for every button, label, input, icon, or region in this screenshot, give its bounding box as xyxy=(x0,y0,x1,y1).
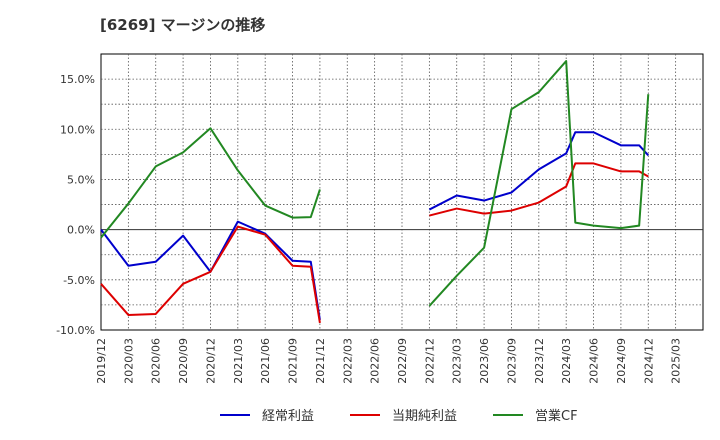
x-tick-label: 2022/12 xyxy=(423,338,436,384)
series-line-2-segment-2 xyxy=(429,162,649,217)
y-axis-ticks: 15.0% 10.0% 5.0% 0.0% -5.0% -10.0% xyxy=(56,73,95,337)
x-axis-ticks: 2019/12 2020/03 2020/06 2020/09 2020/12 2021/… xyxy=(95,338,683,384)
series-line-3-segment-1 xyxy=(100,127,321,239)
series-line-1-segment-1 xyxy=(100,220,321,321)
x-tick-label: 2023/12 xyxy=(533,338,546,384)
chart-title: [6269] マージンの推移 xyxy=(100,16,265,34)
y-tick-label: 10.0% xyxy=(60,123,95,136)
series-line-1-segment-2 xyxy=(428,131,650,211)
x-tick-label: 2021/06 xyxy=(259,338,272,384)
x-tick-label: 2022/06 xyxy=(369,338,382,384)
x-tick-label: 2021/03 xyxy=(232,338,245,384)
legend-label-1: 経常利益 xyxy=(262,409,314,424)
x-tick-label: 2024/03 xyxy=(560,338,573,384)
series-line-3-segment-2 xyxy=(428,60,650,307)
y-tick-label: 15.0% xyxy=(60,73,95,86)
series-layer xyxy=(100,60,650,324)
x-tick-label: 2020/12 xyxy=(204,338,217,384)
x-tick-label: 2022/09 xyxy=(396,338,409,384)
x-tick-label: 2024/06 xyxy=(588,338,601,384)
x-tick-label: 2023/03 xyxy=(451,338,464,384)
x-tick-label: 2025/03 xyxy=(670,338,683,384)
legend-label-2: 当期純利益 xyxy=(392,409,457,424)
legend: 経常利益 当期純利益 営業CF xyxy=(220,408,578,424)
x-tick-label: 2023/09 xyxy=(505,338,518,384)
series-line-2-segment-1 xyxy=(100,225,321,324)
y-tick-label: 5.0% xyxy=(67,173,95,186)
y-tick-label: -5.0% xyxy=(63,274,95,287)
x-tick-label: 2019/12 xyxy=(95,338,108,384)
x-tick-label: 2024/09 xyxy=(615,338,628,384)
x-tick-label: 2023/06 xyxy=(478,338,491,384)
y-tick-label: -10.0% xyxy=(56,324,95,337)
y-tick-label: 0.0% xyxy=(67,224,95,237)
legend-label-3: 営業CF xyxy=(535,408,578,424)
x-tick-label: 2021/09 xyxy=(287,338,300,384)
x-tick-label: 2022/03 xyxy=(341,338,354,384)
x-tick-label: 2020/09 xyxy=(177,338,190,384)
x-tick-label: 2020/03 xyxy=(122,338,135,384)
x-tick-label: 2024/12 xyxy=(642,338,655,384)
grid-lines xyxy=(101,54,703,330)
x-tick-label: 2020/06 xyxy=(150,338,163,384)
x-tick-label: 2021/12 xyxy=(314,338,327,384)
